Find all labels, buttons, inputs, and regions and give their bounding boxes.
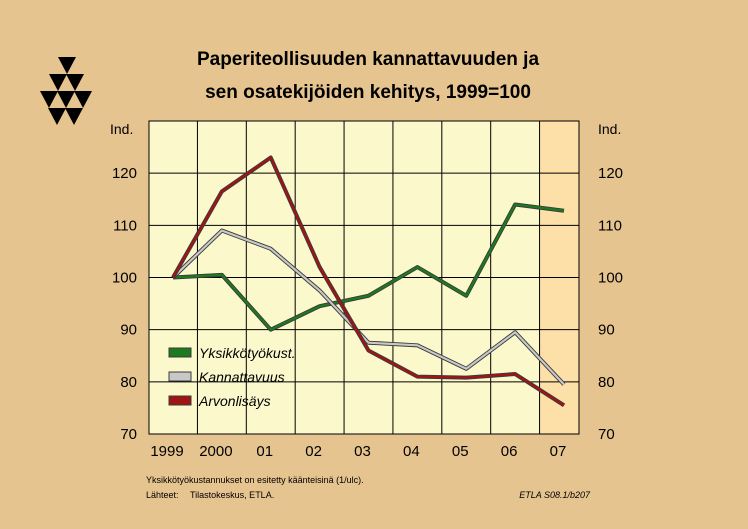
series-line bbox=[172, 156, 565, 407]
y-axis-right-unit: Ind. bbox=[598, 121, 621, 137]
legend-swatch bbox=[168, 371, 192, 382]
legend-label: Kannattavuus bbox=[199, 369, 285, 385]
y-axis-right: 70 80 90 100 110 120 bbox=[598, 165, 623, 443]
x-tick-label: 05 bbox=[452, 443, 469, 460]
footnote-code: ETLA S08.1/b207 bbox=[519, 490, 591, 500]
etla-logo-icon bbox=[40, 57, 92, 125]
footnote-note: Yksikkötyökustannukset on esitetty käänt… bbox=[146, 475, 364, 485]
y-tick-label-right: 90 bbox=[598, 322, 615, 339]
y-tick-label-right: 110 bbox=[598, 217, 622, 234]
y-tick-label-right: 70 bbox=[598, 426, 615, 443]
y-axis-left-unit: Ind. bbox=[110, 121, 133, 137]
x-tick-label: 02 bbox=[305, 443, 322, 460]
plot-border bbox=[148, 120, 580, 435]
x-tick-label: 01 bbox=[256, 443, 273, 460]
y-tick-label-right: 100 bbox=[598, 270, 623, 287]
y-tick-label-left: 70 bbox=[120, 426, 137, 443]
y-tick-label-right: 120 bbox=[598, 165, 623, 182]
footnote-source: Tilastokeskus, ETLA. bbox=[190, 490, 274, 500]
series-line bbox=[172, 229, 565, 386]
legend-label: Arvonlisäys bbox=[198, 393, 271, 409]
legend-label: Yksikkötyökust. bbox=[199, 345, 295, 361]
y-tick-label-left: 90 bbox=[120, 322, 137, 339]
x-tick-label: 04 bbox=[403, 443, 420, 460]
y-tick-label-right: 80 bbox=[598, 374, 615, 391]
y-tick-label-left: 100 bbox=[112, 270, 137, 287]
legend-swatch bbox=[168, 395, 192, 406]
chart-title-line-2: sen osatekijöiden kehitys, 1999=100 bbox=[205, 82, 531, 103]
y-tick-label-left: 120 bbox=[112, 165, 137, 182]
series-1 bbox=[172, 202, 565, 332]
legend-swatch bbox=[168, 347, 192, 358]
chart-title-line-1: Paperiteollisuuden kannattavuuden ja bbox=[197, 49, 540, 70]
series-2 bbox=[171, 228, 566, 386]
x-tick-label: 1999 bbox=[150, 443, 183, 460]
legend: Yksikkötyökust. Kannattavuus Arvonlisäys bbox=[168, 345, 295, 409]
series-line bbox=[172, 203, 565, 331]
x-tick-label: 07 bbox=[550, 443, 567, 460]
x-tick-label: 06 bbox=[501, 443, 518, 460]
y-axis-left: 70 80 90 100 110 120 bbox=[112, 165, 137, 443]
x-axis: 1999 2000 01 02 03 04 05 06 07 bbox=[150, 443, 566, 460]
x-tick-label: 2000 bbox=[199, 443, 232, 460]
series-layer bbox=[171, 155, 566, 407]
y-tick-label-left: 110 bbox=[113, 217, 137, 234]
series-3 bbox=[171, 155, 566, 407]
footnote-source-label: Lähteet: bbox=[146, 490, 179, 500]
y-tick-label-left: 80 bbox=[120, 374, 137, 391]
x-tick-label: 03 bbox=[354, 443, 371, 460]
grid-lines bbox=[149, 121, 579, 434]
